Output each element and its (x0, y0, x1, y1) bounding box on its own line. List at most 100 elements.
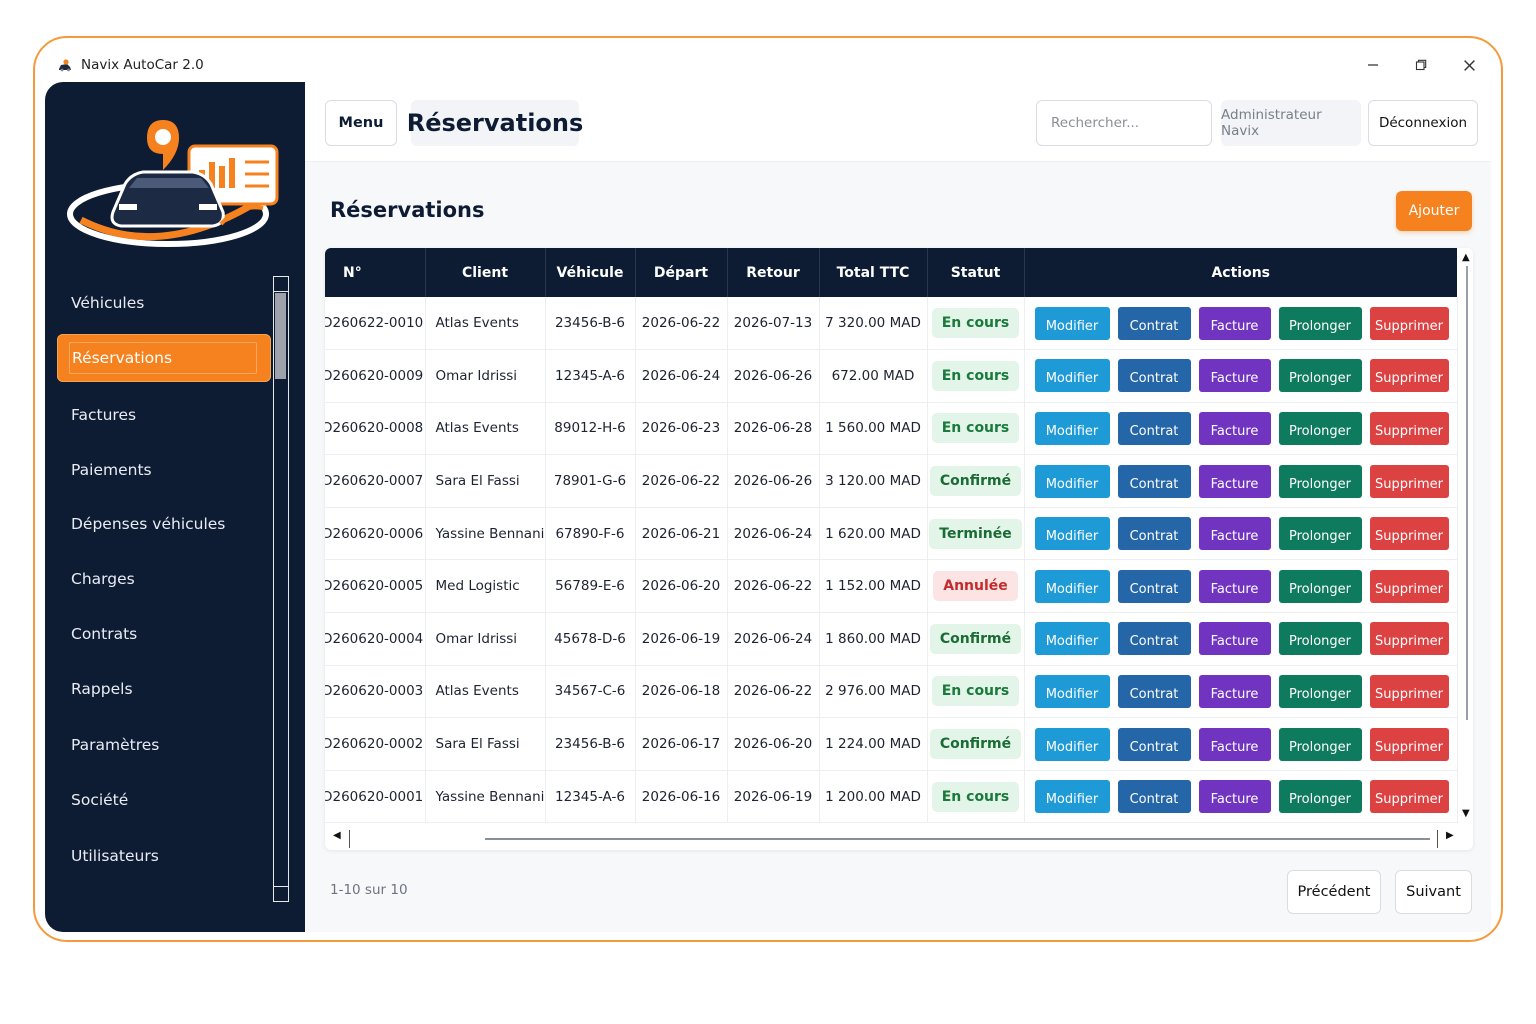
table-row[interactable]: Ɔ260620-0006 Yassine Bennani 67890-F-6 2026… (325, 507, 1458, 561)
table-row[interactable]: Ɔ260620-0007 Sara El Fassi 78901-G-6 2026-0… (325, 454, 1458, 508)
scroll-left-icon[interactable]: ◀ (333, 830, 350, 848)
delete-button[interactable]: Supprimer (1369, 411, 1449, 445)
contract-button[interactable]: Contrat (1117, 464, 1191, 498)
delete-button[interactable]: Supprimer (1369, 674, 1449, 708)
previous-button[interactable]: Précédent (1287, 870, 1381, 914)
modify-button[interactable]: Modifier (1034, 622, 1110, 656)
extend-button[interactable]: Prolonger (1278, 780, 1362, 814)
contract-button[interactable]: Contrat (1117, 569, 1191, 603)
invoice-button[interactable]: Facture (1198, 780, 1271, 814)
scroll-thumb[interactable] (275, 293, 286, 379)
logout-button[interactable]: Déconnexion (1368, 100, 1478, 146)
modify-button[interactable]: Modifier (1034, 517, 1110, 551)
delete-button[interactable]: Supprimer (1369, 359, 1449, 393)
search-input[interactable] (1036, 100, 1212, 146)
actions-cell: Modifier Contrat Facture Prolonger Supprimer (1024, 507, 1458, 561)
invoice-button[interactable]: Facture (1198, 622, 1271, 656)
scroll-track[interactable] (485, 838, 1430, 840)
extend-button[interactable]: Prolonger (1278, 622, 1362, 656)
contract-button[interactable]: Contrat (1117, 780, 1191, 814)
sidebar-item-vehicules[interactable]: Véhicules (57, 280, 271, 326)
sidebar-item-societe[interactable]: Société (57, 777, 271, 823)
extend-button[interactable]: Prolonger (1278, 674, 1362, 708)
delete-button[interactable]: Supprimer (1369, 727, 1449, 761)
contract-button[interactable]: Contrat (1117, 622, 1191, 656)
modify-button[interactable]: Modifier (1034, 359, 1110, 393)
modify-button[interactable]: Modifier (1034, 569, 1110, 603)
contract-button[interactable]: Contrat (1117, 359, 1191, 393)
delete-button[interactable]: Supprimer (1369, 464, 1449, 498)
sidebar-item-contrats[interactable]: Contrats (57, 611, 271, 657)
contract-button[interactable]: Contrat (1117, 727, 1191, 761)
next-button[interactable]: Suivant (1395, 870, 1472, 914)
client-cell: Yassine Bennani (425, 770, 546, 824)
extend-button[interactable]: Prolonger (1278, 517, 1362, 551)
extend-button[interactable]: Prolonger (1278, 359, 1362, 393)
scroll-down-icon[interactable]: ▼ (1462, 808, 1470, 819)
contract-button[interactable]: Contrat (1117, 306, 1191, 340)
pagination-info: 1-10 sur 10 (330, 882, 408, 898)
sidebar-item-rappels[interactable]: Rappels (57, 666, 271, 712)
scroll-track[interactable] (1466, 266, 1468, 720)
invoice-button[interactable]: Facture (1198, 727, 1271, 761)
extend-button[interactable]: Prolonger (1278, 464, 1362, 498)
column-header: Total TTC (819, 248, 928, 297)
sidebar-item-depenses-vehicules[interactable]: Dépenses véhicules (57, 501, 271, 547)
sidebar-item-charges[interactable]: Charges (57, 556, 271, 602)
extend-button[interactable]: Prolonger (1278, 411, 1362, 445)
table-row[interactable]: Ɔ260620-0004 Omar Idrissi 45678-D-6 2026-06… (325, 612, 1458, 666)
extend-button[interactable]: Prolonger (1278, 727, 1362, 761)
invoice-button[interactable]: Facture (1198, 359, 1271, 393)
client-cell: Med Logistic (425, 559, 546, 614)
status-badge: Confirmé (929, 623, 1022, 654)
contract-button[interactable]: Contrat (1117, 674, 1191, 708)
delete-button[interactable]: Supprimer (1369, 569, 1449, 603)
table-row[interactable]: Ɔ260620-0001 Yassine Bennani 12345-A-6 2026… (325, 770, 1458, 824)
sidebar: Véhicules Réservations Factures Paiement… (45, 82, 305, 932)
scroll-right-icon[interactable]: ▶ (1437, 830, 1454, 848)
client-cell: Atlas Events (425, 297, 546, 351)
invoice-button[interactable]: Facture (1198, 569, 1271, 603)
invoice-button[interactable]: Facture (1198, 674, 1271, 708)
invoice-button[interactable]: Facture (1198, 411, 1271, 445)
delete-button[interactable]: Supprimer (1369, 780, 1449, 814)
modify-button[interactable]: Modifier (1034, 780, 1110, 814)
delete-button[interactable]: Supprimer (1369, 306, 1449, 340)
invoice-button[interactable]: Facture (1198, 464, 1271, 498)
extend-button[interactable]: Prolonger (1278, 569, 1362, 603)
sidebar-item-paiements[interactable]: Paiements (57, 447, 271, 493)
restore-icon[interactable] (1407, 52, 1435, 78)
modify-button[interactable]: Modifier (1034, 464, 1110, 498)
table-row[interactable]: Ɔ260622-0010 Atlas Events 23456-B-6 2026-06… (325, 297, 1458, 351)
extend-button[interactable]: Prolonger (1278, 306, 1362, 340)
menu-button[interactable]: Menu (325, 100, 397, 146)
table-row[interactable]: Ɔ260620-0003 Atlas Events 34567-C-6 2026-06… (325, 665, 1458, 719)
end-date-cell: 2026-06-22 (727, 665, 820, 719)
scroll-up-icon[interactable]: ▲ (1462, 252, 1470, 263)
table-row[interactable]: Ɔ260620-0009 Omar Idrissi 12345-A-6 2026-06… (325, 349, 1458, 403)
horizontal-scrollbar[interactable]: ◀ ▶ (325, 828, 1461, 848)
delete-button[interactable]: Supprimer (1369, 622, 1449, 656)
contract-button[interactable]: Contrat (1117, 517, 1191, 551)
table-row[interactable]: Ɔ260620-0008 Atlas Events 89012-H-6 2026-06… (325, 402, 1458, 456)
modify-button[interactable]: Modifier (1034, 306, 1110, 340)
minimize-icon[interactable] (1359, 52, 1387, 78)
delete-button[interactable]: Supprimer (1369, 517, 1449, 551)
sidebar-scrollbar[interactable] (273, 276, 289, 902)
sidebar-item-reservations[interactable]: Réservations (57, 334, 271, 382)
modify-button[interactable]: Modifier (1034, 411, 1110, 445)
add-button[interactable]: Ajouter (1396, 191, 1472, 231)
modify-button[interactable]: Modifier (1034, 674, 1110, 708)
invoice-button[interactable]: Facture (1198, 306, 1271, 340)
table-row[interactable]: Ɔ260620-0002 Sara El Fassi 23456-B-6 2026-0… (325, 717, 1458, 771)
contract-button[interactable]: Contrat (1117, 411, 1191, 445)
close-icon[interactable] (1455, 52, 1483, 78)
end-date-cell: 2026-06-22 (727, 559, 820, 614)
vertical-scrollbar[interactable]: ▲ ▼ (1461, 248, 1473, 826)
modify-button[interactable]: Modifier (1034, 727, 1110, 761)
sidebar-item-factures[interactable]: Factures (57, 392, 271, 438)
invoice-button[interactable]: Facture (1198, 517, 1271, 551)
sidebar-item-parametres[interactable]: Paramètres (57, 722, 271, 768)
sidebar-item-utilisateurs[interactable]: Utilisateurs (57, 833, 271, 879)
table-row[interactable]: Ɔ260620-0005 Med Logistic 56789-E-6 2026-06… (325, 559, 1458, 614)
